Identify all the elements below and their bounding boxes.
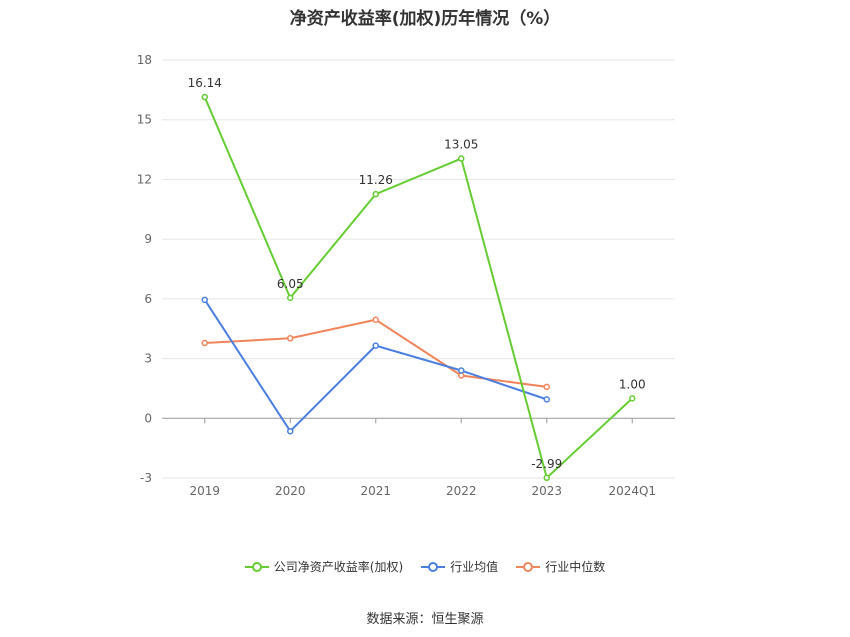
y-axis: -3 0 3 6 9 12 15 18 [137, 53, 152, 485]
x-axis: 2019 2020 2021 2022 2023 2024Q1 [189, 418, 656, 498]
grid-lines [162, 59, 675, 479]
data-label: 11.26 [359, 173, 393, 187]
data-point [287, 294, 294, 302]
data-point [543, 383, 550, 391]
y-tick-label: 18 [137, 53, 152, 67]
data-label: 16.14 [188, 76, 222, 90]
data-labels: 16.14 6.05 11.26 13.05 -2.99 1.00 [188, 76, 646, 471]
legend-item[interactable]: 公司净资产收益率(加权) [244, 558, 404, 575]
data-point [287, 335, 294, 342]
y-tick-label: 15 [137, 113, 152, 127]
legend-label: 行业中位数 [545, 560, 606, 574]
series-line [203, 96, 633, 479]
y-tick-label: -3 [140, 471, 152, 485]
data-point [287, 427, 294, 435]
data-point [372, 190, 379, 198]
legend-label: 公司净资产收益率(加权) [273, 560, 404, 574]
data-point [543, 396, 550, 403]
y-tick-label: 9 [144, 232, 152, 246]
data-point [201, 93, 208, 101]
x-tick-label: 2020 [275, 484, 306, 498]
data-point [372, 316, 379, 324]
data-point [629, 395, 636, 402]
data-point [201, 339, 208, 347]
data-label: 1.00 [619, 377, 646, 391]
y-tick-label: 6 [144, 292, 152, 306]
legend-item[interactable]: 行业中位数 [516, 558, 605, 575]
x-tick-label: 2021 [360, 484, 391, 498]
data-point [201, 296, 208, 304]
x-tick-label: 2022 [446, 484, 477, 498]
x-tick-label: 2024Q1 [608, 484, 656, 498]
chart-title: 净资产收益率(加权)历年情况（%） [289, 9, 561, 29]
data-label: -2.99 [531, 457, 562, 471]
y-tick-label: 12 [137, 172, 152, 186]
series-group [201, 93, 636, 482]
data-point [458, 367, 465, 374]
legend-swatch-icon [516, 561, 541, 572]
data-label: 6.05 [277, 277, 304, 291]
data-point [372, 342, 379, 349]
x-tick-label: 2019 [189, 484, 220, 498]
x-tick-label: 2023 [531, 484, 562, 498]
legend-swatch-icon [244, 561, 269, 572]
data-point [543, 474, 550, 482]
legend-swatch-icon [421, 561, 446, 572]
legend-item[interactable]: 行业均值 [421, 558, 498, 575]
y-tick-label: 0 [144, 411, 152, 425]
data-label: 13.05 [444, 138, 478, 152]
legend: 公司净资产收益率(加权) 行业均值 行业中位数 [0, 558, 850, 575]
data-point [458, 155, 465, 162]
legend-label: 行业均值 [450, 560, 499, 574]
series-line [204, 318, 547, 388]
y-tick-label: 3 [144, 352, 152, 366]
source-note: 数据来源：恒生聚源 [366, 612, 484, 627]
